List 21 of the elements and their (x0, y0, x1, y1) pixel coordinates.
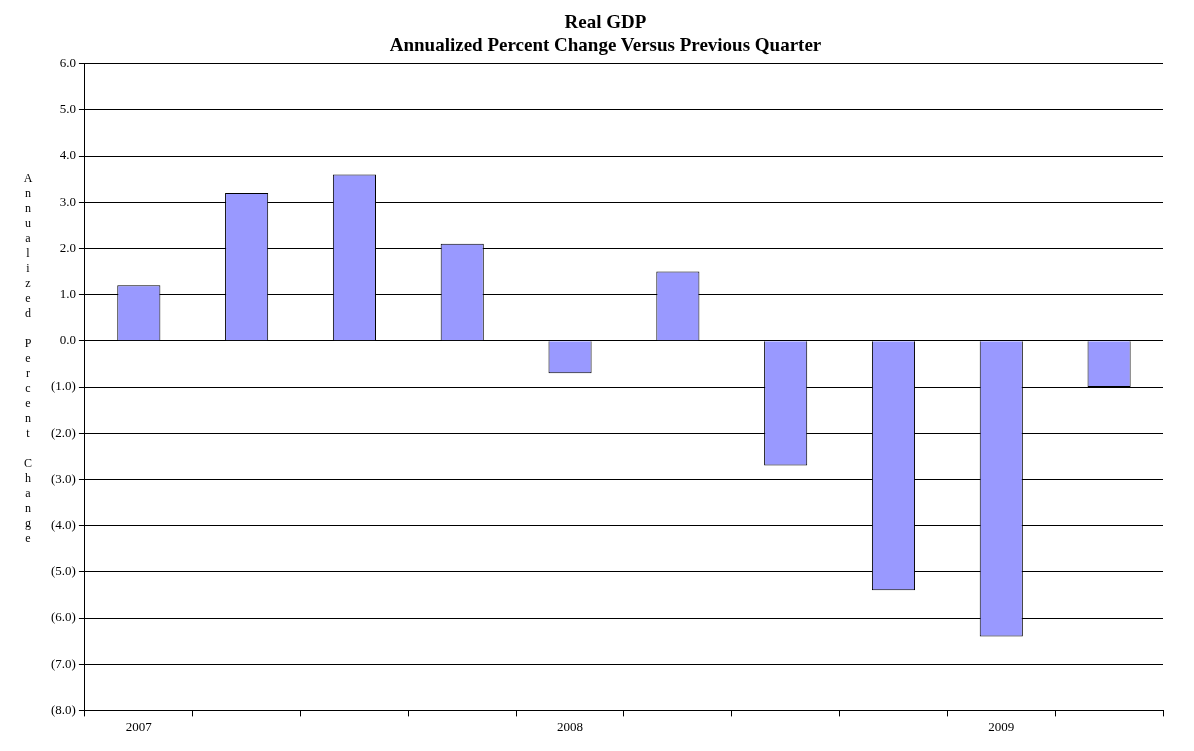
y-tick-label: 1.0 (59, 286, 76, 302)
y-tick-label: 2.0 (59, 239, 76, 255)
y-tick-label: 6.0 (59, 55, 76, 71)
x-tick-label: 2008 (557, 718, 584, 734)
chart-subtitle: Annualized Percent Change Versus Previous Quarter (389, 34, 822, 56)
y-tick-label: 3.0 (59, 193, 76, 209)
y-tick-label: 5.0 (59, 101, 76, 117)
y-tick-label: (4.0) (50, 517, 76, 533)
y-tick-label: (6.0) (50, 609, 76, 625)
y-tick-label: (5.0) (50, 563, 76, 579)
y-tick-label: 0.0 (59, 332, 76, 348)
x-tick-label: 2007 (125, 718, 153, 734)
y-tick-label: (3.0) (50, 470, 76, 486)
y-tick-label: (2.0) (50, 424, 76, 440)
y-axis-title: Annualized Percent Change (21, 170, 35, 546)
y-tick-label: (7.0) (50, 655, 76, 671)
x-tick-label: 2009 (988, 718, 1015, 734)
y-tick-label: 4.0 (59, 147, 76, 163)
y-tick-label: (1.0) (50, 378, 76, 394)
y-tick-label: (8.0) (50, 701, 76, 717)
chart-title: Real GDP (564, 11, 647, 33)
